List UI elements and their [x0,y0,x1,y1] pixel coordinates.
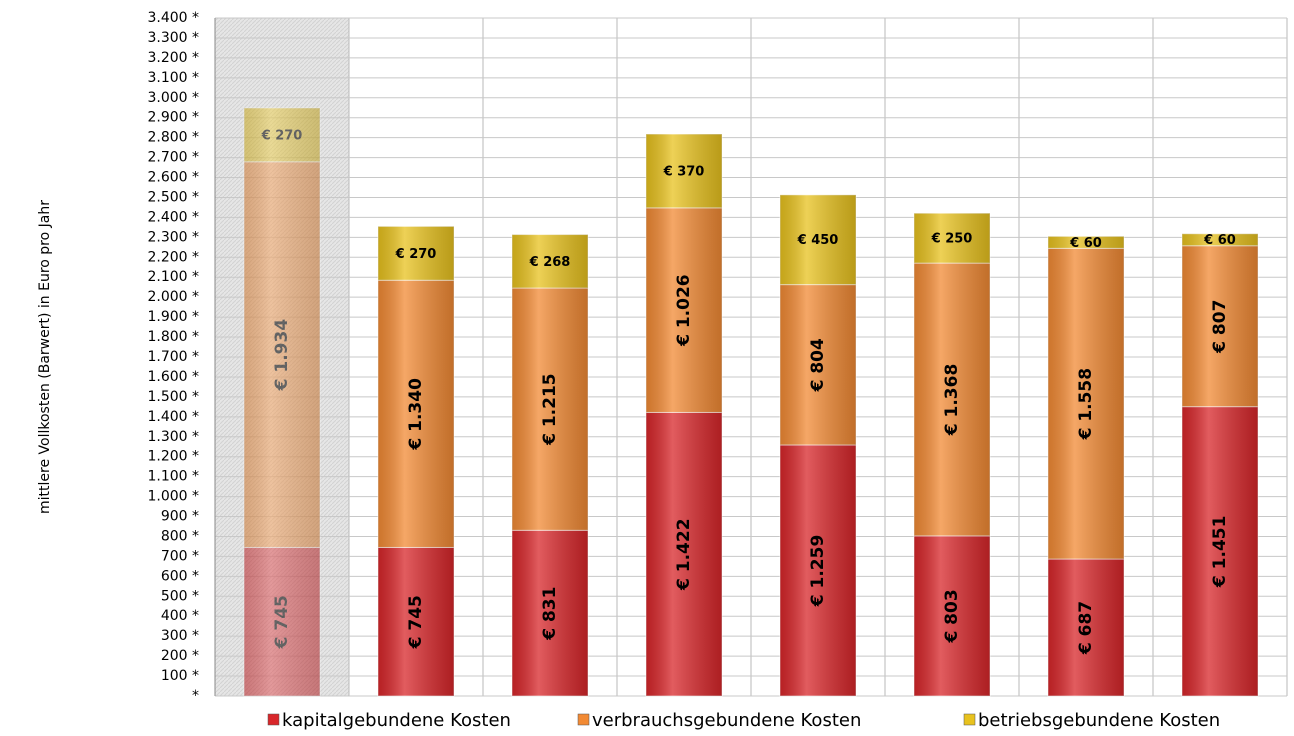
data-label: € 268 [529,255,571,270]
y-tick-label: 3.300 * [147,30,199,46]
data-label: € 745 [406,595,426,649]
y-tick-label: 900 * [161,509,199,525]
legend-swatch [267,713,280,726]
y-tick-label: 3.100 * [147,70,199,86]
bar-shade [512,234,588,289]
y-tick-label: 1.000 * [147,489,199,505]
data-label: € 1.340 [406,378,426,451]
y-tick-label: 2.300 * [147,229,199,245]
data-label: € 1.451 [1210,516,1230,589]
bar-shade [1048,236,1124,249]
bar-shade [244,547,320,696]
data-label: € 804 [808,338,828,392]
data-label: € 1.934 [272,319,292,392]
bar-shade [646,134,722,208]
bar-shade [378,280,454,548]
bar-shade [780,444,856,696]
y-tick-label: 200 * [161,648,199,664]
y-tick-label: 1.300 * [147,429,199,445]
bar-shade [244,107,320,162]
y-tick-label: 2.400 * [147,209,199,225]
data-label: € 745 [272,595,292,649]
bar-shade [1048,248,1124,560]
data-label: € 1.422 [674,518,694,591]
y-tick-label: 1.400 * [147,409,199,425]
legend-swatch [963,713,976,726]
y-tick-label: 1.100 * [147,469,199,485]
y-tick-label: 400 * [161,608,199,624]
legend-label: betriebsgebundene Kosten [978,710,1220,731]
y-tick-label: 2.000 * [147,289,199,305]
bar-shade [1182,233,1258,246]
data-label: € 1.558 [1076,368,1096,441]
data-label: € 270 [395,247,437,262]
y-tick-label: 1.800 * [147,329,199,345]
data-label: € 1.215 [540,373,560,446]
y-tick-label: * [192,688,199,704]
bar-stack: € 745 € 1.340 € 270 [377,225,455,697]
y-tick-label: 1.900 * [147,309,199,325]
bar-stack: € 803 € 1.368 € 250 [913,212,991,697]
y-tick-label: 2.500 * [147,189,199,205]
data-label: € 687 [1076,601,1096,655]
bar-shade [1182,406,1258,696]
bar-stack: € 1.259 € 804 € 450 [779,194,857,697]
y-axis-label: mittlere Vollkosten (Barwert) in Euro pr… [37,200,53,514]
y-tick-label: 3.400 * [147,10,199,26]
bar-stack: € 831 € 1.215 € 268 [511,234,589,697]
data-label: € 831 [540,587,560,641]
legend-label: verbrauchsgebundene Kosten [592,710,861,731]
bar-shade [914,263,990,536]
y-tick-label: 2.600 * [147,170,199,186]
bar-shade [244,161,320,548]
data-label: € 270 [261,128,303,143]
bar-stack: € 745 € 1.934 € 270 [243,107,321,697]
y-tick-label: 500 * [161,588,199,604]
legend-swatch [577,713,590,726]
y-tick-label: 2.200 * [147,249,199,265]
y-tick-label: 1.500 * [147,389,199,405]
data-label: € 803 [942,589,962,643]
bar-stack: € 1.451 € 807 € 60 [1181,233,1259,697]
y-tick-label: 1.600 * [147,369,199,385]
bar-shade [378,547,454,696]
bar-shade [1048,559,1124,696]
y-tick-label: 2.100 * [147,269,199,285]
y-tick-label: 2.700 * [147,150,199,166]
bar-stack: € 687 € 1.558 € 60 [1047,236,1125,697]
y-tick-label: 3.200 * [147,50,199,66]
data-label: € 450 [797,233,839,248]
data-label: € 370 [663,164,705,179]
bar-shade [914,213,990,264]
data-label: € 1.259 [808,535,828,608]
data-label: € 250 [931,232,973,247]
bar-shade [378,226,454,281]
bar-stack: € 1.422 € 1.026 € 370 [645,133,723,697]
bar-shade [646,207,722,413]
y-tick-label: 800 * [161,528,199,544]
y-tick-label: 700 * [161,548,199,564]
legend-label: kapitalgebundene Kosten [282,710,511,731]
data-label: € 60 [1069,236,1102,251]
y-tick-label: 600 * [161,568,199,584]
bar-shade [646,412,722,696]
y-tick-label: 1.200 * [147,449,199,465]
data-label: € 807 [1210,300,1230,354]
data-label: € 1.368 [942,364,962,437]
y-tick-label: 1.700 * [147,349,199,365]
bar-shade [512,530,588,696]
bar-shade [914,535,990,696]
bar-shade [512,288,588,531]
data-label: € 1.026 [674,274,694,347]
bar-shade [780,194,856,285]
bar-shade [1182,245,1258,407]
y-tick-label: 3.000 * [147,90,199,106]
y-tick-label: 100 * [161,668,199,684]
data-label: € 60 [1203,233,1236,248]
y-tick-label: 300 * [161,628,199,644]
bar-shade [780,284,856,445]
y-tick-label: 2.900 * [147,110,199,126]
y-tick-label: 2.800 * [147,130,199,146]
